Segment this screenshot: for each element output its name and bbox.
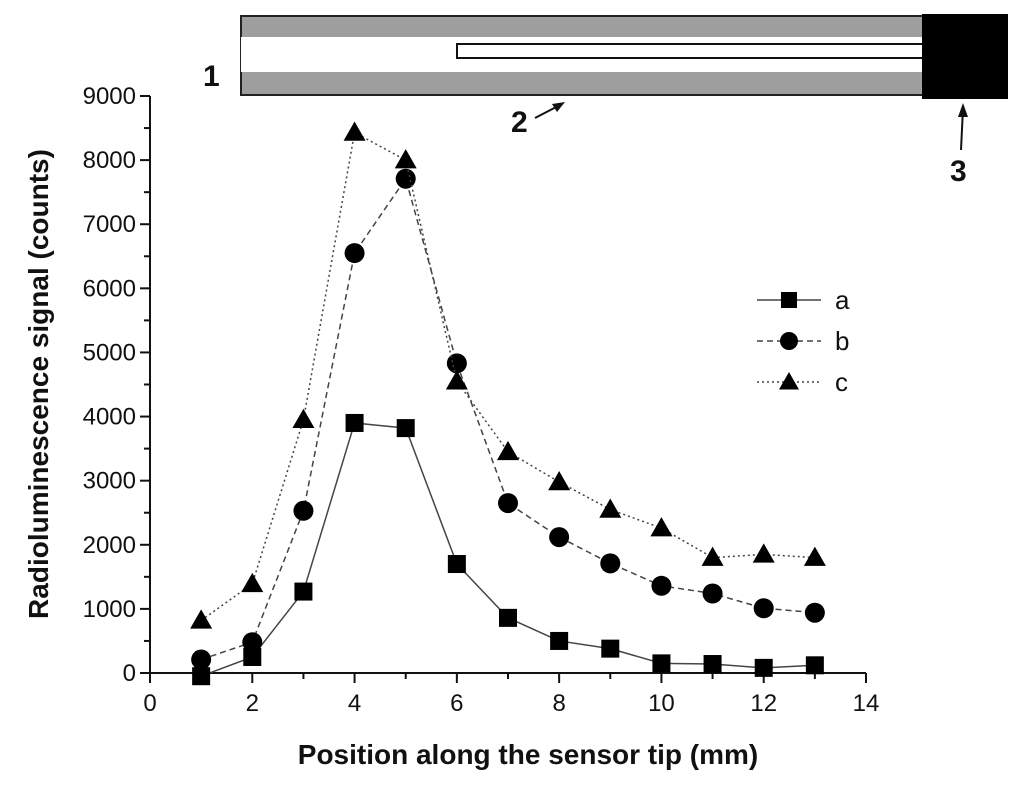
data-point-a [192,667,211,686]
data-point-b [753,598,774,619]
data-point-b [293,500,314,521]
data-point-a [499,608,517,627]
legend-label-b: b [835,326,849,356]
data-point-a [243,647,262,666]
diagram-label-2: 2 [511,106,528,139]
data-point-a [601,639,620,658]
diagram-arrowhead-2 [552,102,565,112]
x-tick-label: 0 [143,690,156,717]
x-ticks: 0 2 4 6 8 10 12 14 [143,673,879,717]
data-point-a [447,555,466,574]
data-point-a [754,658,773,677]
diagram-arrowhead-3 [958,103,968,117]
data-point-c [190,609,213,629]
data-point-a [703,655,722,674]
y-tick-label: 5000 [83,339,136,366]
sensor-end-block [922,14,1008,99]
y-tick-label: 1000 [83,596,136,623]
x-tick-label: 14 [853,690,880,717]
y-tick-label: 7000 [83,211,136,238]
legend-label-c: c [835,367,848,397]
data-point-c [650,517,673,537]
data-point-b [549,527,570,548]
x-tick-label: 12 [750,690,777,717]
sensor-diagram: 1 2 3 [203,14,1008,188]
x-tick-label: 8 [552,690,565,717]
data-point-b [600,553,621,574]
data-point-b [344,243,365,264]
data-point-b [651,575,672,596]
data-point-c [292,408,315,429]
data-point-a [345,413,364,432]
data-point-c [343,121,366,141]
y-ticks: 0 1000 2000 3000 4000 5000 6000 7000 8000 9000 [83,83,150,687]
data-point-b [702,583,723,604]
legend-item-a: a [757,285,850,315]
y-tick-label: 3000 [83,468,136,495]
series-line-a [200,422,815,677]
legend: abc [757,285,850,397]
data-point-b [191,649,212,670]
x-tick-label: 2 [246,690,259,717]
y-tick-label: 9000 [83,83,136,110]
data-point-b [446,353,467,374]
data-point-a [550,631,569,650]
x-tick-label: 10 [648,690,675,717]
y-tick-label: 0 [123,660,136,687]
data-point-a [805,656,824,675]
data-point-c [548,470,571,491]
series-b [191,168,825,670]
data-point-c [445,370,468,390]
y-tick-label: 4000 [83,404,136,431]
legend-label-a: a [835,285,850,315]
diagram-label-3: 3 [950,155,967,188]
x-tick-label: 6 [450,690,463,717]
data-point-b [395,168,416,189]
data-point-c [599,498,622,518]
diagram-label-1: 1 [203,60,220,93]
legend-marker-a [781,292,797,308]
data-point-c [752,543,775,563]
y-axis-title: Radioluminescence signal (counts) [23,149,54,619]
sensor-scintillator [456,43,925,59]
data-point-c [803,546,826,566]
data-point-b [804,602,825,623]
data-point-c [394,149,417,169]
data-point-b [242,632,263,653]
series-c [190,121,826,629]
x-tick-label: 4 [348,690,361,717]
legend-marker-b [780,332,798,350]
data-point-a [294,582,313,601]
y-tick-label: 2000 [83,532,136,559]
data-point-c [241,572,264,593]
data-point-c [497,440,519,461]
data-point-a [396,419,415,438]
data-point-c [701,546,724,566]
series-layer [190,121,826,686]
data-point-b [498,493,518,514]
data-point-a [652,654,671,673]
series-line-c [200,131,815,622]
legend-item-c: c [757,367,848,397]
series-a [192,413,824,686]
series-line-b [200,176,815,661]
x-axis-title: Position along the sensor tip (mm) [298,739,758,770]
y-tick-label: 6000 [83,275,136,302]
legend-marker-c [779,372,799,390]
y-tick-label: 8000 [83,147,136,174]
legend-item-b: b [757,326,849,356]
